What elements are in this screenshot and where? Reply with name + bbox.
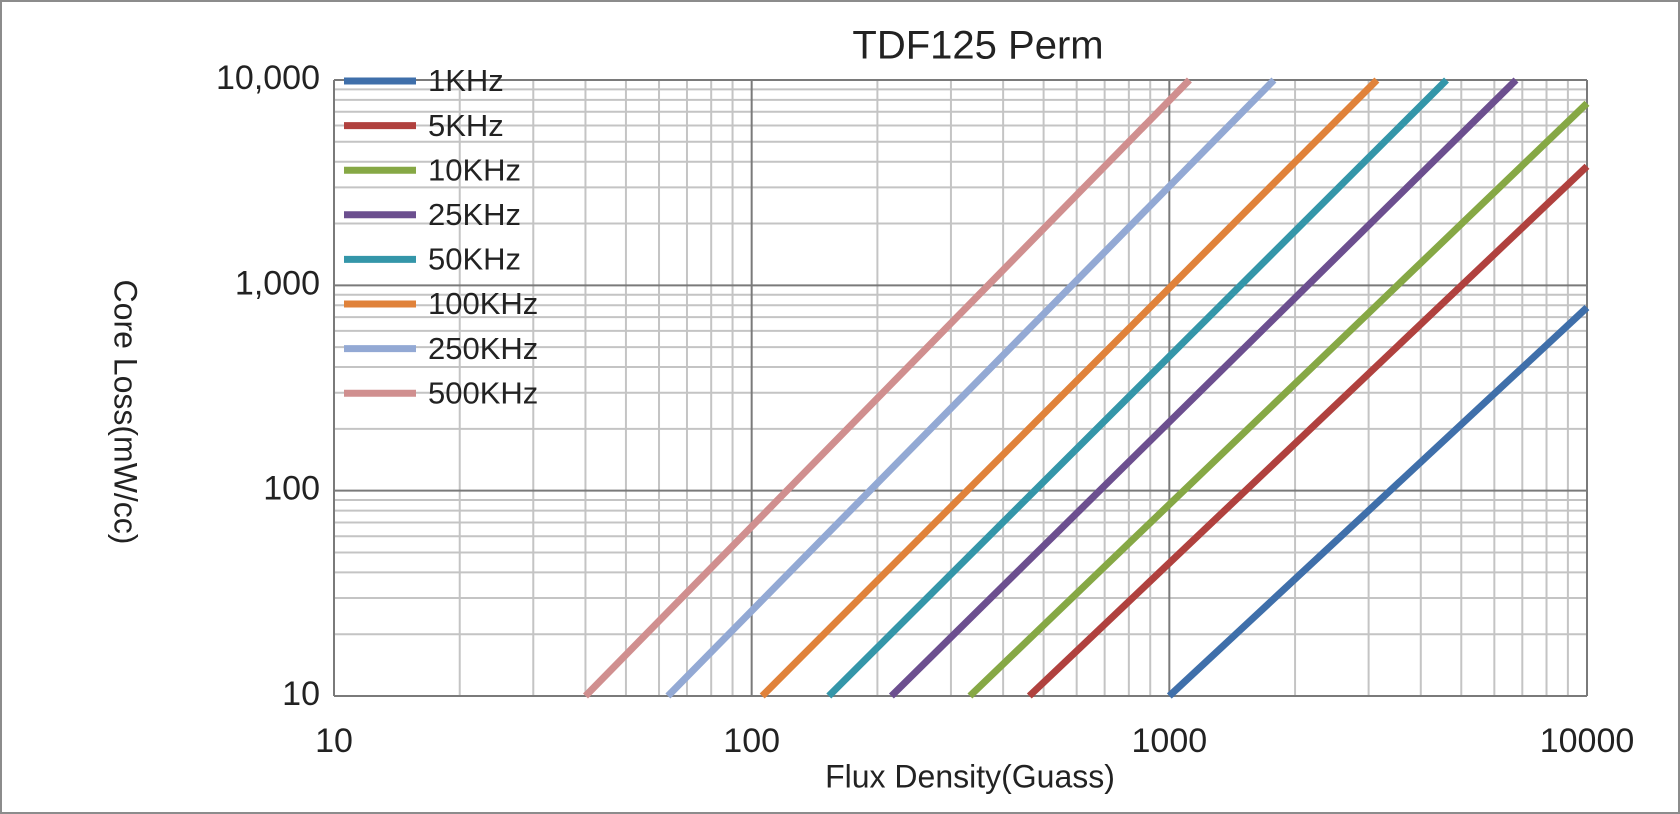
x-tick-label: 100	[723, 722, 780, 760]
x-tick-label: 1000	[1132, 722, 1208, 760]
series-line	[888, 77, 1519, 699]
y-tick-label: 10	[282, 675, 320, 713]
legend-label: 25KHz	[428, 197, 521, 232]
chart-title: TDF125 Perm	[852, 24, 1103, 68]
series-line	[1166, 304, 1590, 699]
legend-label: 250KHz	[428, 331, 538, 366]
legend-label: 100KHz	[428, 286, 538, 321]
y-tick-label: 1,000	[235, 264, 320, 302]
legend-label: 50KHz	[428, 242, 521, 277]
x-tick-label: 10000	[1540, 722, 1635, 760]
y-tick-label: 10,000	[216, 59, 320, 97]
series-line	[967, 100, 1590, 699]
x-axis-label: Flux Density(Guass)	[825, 758, 1115, 794]
legend-label: 10KHz	[428, 152, 521, 187]
x-tick-label: 10	[315, 722, 353, 760]
series-line	[826, 77, 1449, 699]
y-tick-label: 100	[263, 470, 320, 508]
series-line	[665, 77, 1277, 699]
series-line	[583, 77, 1192, 699]
y-axis-label: Core Loss(mW/cc)	[108, 280, 144, 545]
series-line	[759, 77, 1380, 699]
series-line	[1026, 163, 1590, 699]
legend-label: 5KHz	[428, 108, 504, 143]
legend-label: 1KHz	[428, 63, 504, 98]
legend-label: 500KHz	[428, 375, 538, 410]
